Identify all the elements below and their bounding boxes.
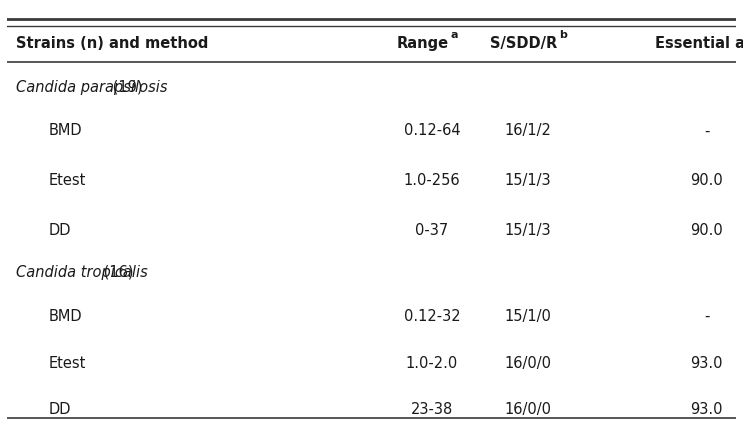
Text: 93.0: 93.0 [690, 402, 723, 417]
Text: (16): (16) [99, 265, 133, 280]
Text: 15/1/3: 15/1/3 [504, 223, 551, 238]
Text: b: b [559, 31, 566, 40]
Text: -: - [704, 123, 709, 139]
Text: 15/1/0: 15/1/0 [504, 309, 551, 324]
Text: 0.12-64: 0.12-64 [403, 123, 460, 139]
Text: 16/0/0: 16/0/0 [504, 402, 551, 417]
Text: 23-38: 23-38 [411, 402, 453, 417]
Text: Range: Range [397, 36, 449, 51]
Text: S/SDD/R: S/SDD/R [490, 36, 557, 51]
Text: (19): (19) [108, 80, 143, 95]
Text: Strains (n) and method: Strains (n) and method [16, 36, 209, 51]
Text: DD: DD [49, 223, 71, 238]
Text: Candida parapsilosis: Candida parapsilosis [16, 80, 168, 95]
Text: Etest: Etest [49, 356, 86, 371]
Text: BMD: BMD [49, 123, 82, 139]
Text: DD: DD [49, 402, 71, 417]
Text: a: a [450, 31, 458, 40]
Text: Etest: Etest [49, 173, 86, 188]
Text: 15/1/3: 15/1/3 [504, 173, 551, 188]
Text: 16/1/2: 16/1/2 [504, 123, 551, 139]
Text: -: - [704, 309, 709, 324]
Text: 0-37: 0-37 [415, 223, 449, 238]
Text: 0.12-32: 0.12-32 [403, 309, 460, 324]
Text: 16/0/0: 16/0/0 [504, 356, 551, 371]
Text: BMD: BMD [49, 309, 82, 324]
Text: 90.0: 90.0 [690, 223, 723, 238]
Text: 90.0: 90.0 [690, 173, 723, 188]
Text: Candida tropicalis: Candida tropicalis [16, 265, 148, 280]
Text: 93.0: 93.0 [690, 356, 723, 371]
Text: Essential agreement (% ): Essential agreement (% ) [655, 36, 743, 51]
Text: 1.0-256: 1.0-256 [403, 173, 460, 188]
Text: 1.0-2.0: 1.0-2.0 [406, 356, 458, 371]
